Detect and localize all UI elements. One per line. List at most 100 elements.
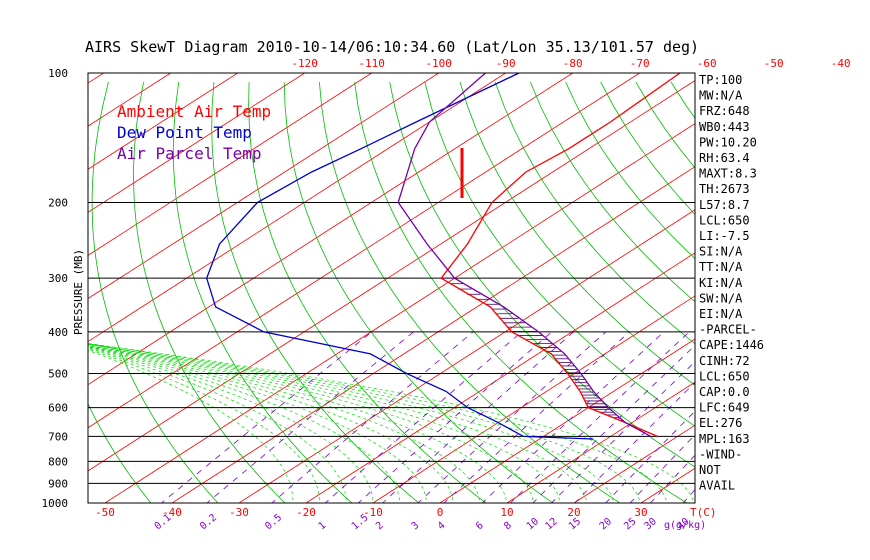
profile-series xyxy=(206,73,681,440)
legend-entry: Air Parcel Temp xyxy=(117,144,262,163)
index-panel-entry: -WIND- xyxy=(699,447,742,461)
moist-adiabat-line xyxy=(88,346,427,503)
y-axis-label: PRESSURE (MB) xyxy=(72,249,85,335)
index-panel-entry: SI:N/A xyxy=(699,245,743,259)
index-panel-entry: L57:8.7 xyxy=(699,198,750,212)
mixing-ratio-tick-label: 4 xyxy=(436,520,448,532)
dry-adiabat-line xyxy=(530,81,695,303)
moist-adiabat-line xyxy=(88,343,614,503)
moist-adiabat-line xyxy=(88,343,588,503)
series-line xyxy=(440,73,681,437)
top-temp-tick-label: -100 xyxy=(425,57,452,70)
top-temp-tick-label: -70 xyxy=(630,57,650,70)
isotherm-line xyxy=(88,73,640,429)
dry-adiabat-line xyxy=(248,82,487,503)
legend-entry: Ambient Air Temp xyxy=(117,102,271,121)
dry-adiabat-line xyxy=(424,82,695,427)
index-panel-entry: NOT xyxy=(699,463,721,477)
mixing-ratio-tick-label: 0.5 xyxy=(263,512,284,532)
moist-adiabat-line xyxy=(88,345,454,503)
bottom-temp-tick-label: -30 xyxy=(229,506,249,519)
isotherm-line xyxy=(573,424,695,503)
mixing-ratio-line xyxy=(629,434,695,503)
isotherm-line xyxy=(88,73,573,386)
mixing-ratio-tick-label: 10 xyxy=(525,516,541,532)
mixing-ratio-line xyxy=(550,361,695,503)
isotherm-line xyxy=(506,381,695,503)
moist-adiabat-line xyxy=(88,343,668,503)
pressure-tick-label: 200 xyxy=(48,196,68,209)
pressure-tick-label: 700 xyxy=(48,430,68,443)
index-panel-entry: EL:276 xyxy=(699,416,742,430)
isotherm-line xyxy=(171,166,695,503)
index-panel-entry: CINH:72 xyxy=(699,354,750,368)
top-temp-tick-label: -120 xyxy=(291,57,318,70)
mixing-ratio-line xyxy=(271,331,474,503)
pressure-tick-label: 100 xyxy=(48,67,68,80)
mixing-ratio-line xyxy=(532,344,695,503)
dry-adiabat-line xyxy=(211,82,420,503)
index-panel-entry: FRZ:648 xyxy=(699,104,750,118)
dry-adiabat-line xyxy=(283,82,554,503)
isotherm-line xyxy=(372,295,695,503)
index-panel-entry: CAP:0.0 xyxy=(699,385,750,399)
dry-adiabat-line xyxy=(777,82,870,512)
index-panel-entry: LI:-7.5 xyxy=(699,229,750,243)
index-panel-entry: CAPE:1446 xyxy=(699,338,764,352)
dry-adiabat-line xyxy=(172,82,353,503)
mixing-ratio-line xyxy=(417,331,606,503)
dry-adiabat-line xyxy=(812,82,870,512)
top-temp-tick-label: -80 xyxy=(563,57,583,70)
top-temp-tick-label: -110 xyxy=(358,57,385,70)
dry-adiabat-line xyxy=(91,82,219,503)
isotherm-line xyxy=(104,123,695,503)
bottom-temp-tick-label: -10 xyxy=(363,506,383,519)
dry-adiabat-line xyxy=(459,81,695,386)
pressure-tick-label: 400 xyxy=(48,326,68,339)
bottom-temp-tick-label: -40 xyxy=(162,506,182,519)
index-panel-entry: TH:2673 xyxy=(699,182,750,196)
index-panel-entry: LFC:649 xyxy=(699,401,750,415)
index-panel-entry: TT:N/A xyxy=(699,260,743,274)
mixing-ratio-tick-label: 0.2 xyxy=(198,512,219,532)
moist-adiabat-line xyxy=(88,345,481,503)
index-panel-entry: KI:N/A xyxy=(699,276,743,290)
moist-adiabat-line xyxy=(88,344,507,503)
dry-adiabat-line xyxy=(741,82,870,512)
pressure-tick-label: 900 xyxy=(48,477,68,490)
moist-adiabat-line xyxy=(88,344,534,503)
bottom-temp-tick-label: 10 xyxy=(500,506,513,519)
isotherm-line xyxy=(88,73,372,256)
mixing-ratio-line xyxy=(682,489,695,503)
pressure-tick-label: 500 xyxy=(48,368,68,381)
isotherm-line xyxy=(305,252,695,503)
pressure-tick-label: 1000 xyxy=(42,497,69,510)
mixing-ratio-line xyxy=(324,331,522,503)
dry-adiabat-line xyxy=(88,403,152,503)
isotherm-line xyxy=(0,73,37,503)
top-temp-tick-label: -50 xyxy=(764,57,784,70)
index-panel-entry: LCL:650 xyxy=(699,369,750,383)
top-temp-tick-label: -90 xyxy=(496,57,516,70)
moist-adiabat-line xyxy=(88,343,695,503)
dry-adiabat-line xyxy=(319,82,621,503)
mixing-ratio-line xyxy=(574,382,695,503)
bottom-temp-tick-label: 0 xyxy=(437,506,444,519)
isotherm-line xyxy=(775,73,870,503)
isotherm-line xyxy=(439,338,695,503)
index-panel-entry: PW:10.20 xyxy=(699,135,757,149)
pressure-tick-label: 300 xyxy=(48,272,68,285)
index-panel-entry: TP:100 xyxy=(699,73,742,87)
mixing-ratio-tick-label: 20 xyxy=(598,516,614,532)
series-line xyxy=(206,73,594,440)
index-panel-entry: LCL:650 xyxy=(699,213,750,227)
index-panel-entry: EI:N/A xyxy=(699,307,743,321)
dry-adiabat-line xyxy=(565,81,695,260)
mixing-ratio-tick-label: 8 xyxy=(502,520,514,532)
dry-adiabat-line xyxy=(847,82,870,512)
bottom-temp-tick-label: -20 xyxy=(296,506,316,519)
isotherm-line xyxy=(88,73,305,213)
